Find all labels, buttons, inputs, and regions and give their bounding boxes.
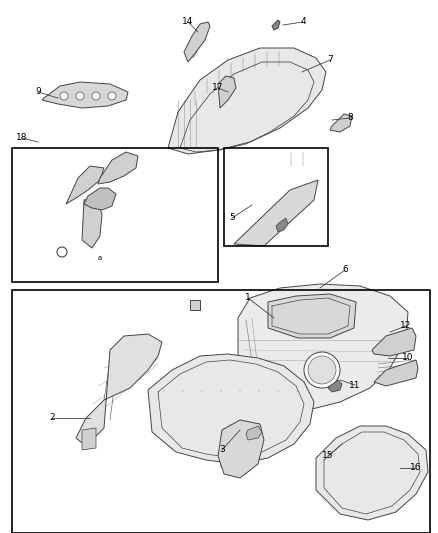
Text: 14: 14: [182, 18, 194, 27]
Circle shape: [108, 92, 116, 100]
Polygon shape: [246, 426, 262, 440]
Polygon shape: [330, 114, 352, 132]
Polygon shape: [82, 428, 96, 450]
Polygon shape: [238, 284, 408, 412]
Text: 6: 6: [342, 265, 348, 274]
Text: 4: 4: [300, 18, 306, 27]
Polygon shape: [234, 180, 318, 246]
Polygon shape: [168, 48, 326, 154]
Circle shape: [92, 92, 100, 100]
Polygon shape: [268, 294, 356, 338]
Circle shape: [60, 92, 68, 100]
Circle shape: [304, 352, 340, 388]
Text: 7: 7: [327, 55, 333, 64]
Polygon shape: [276, 218, 288, 232]
Text: 3: 3: [219, 446, 225, 455]
Polygon shape: [374, 360, 418, 386]
Polygon shape: [84, 188, 116, 210]
Polygon shape: [42, 82, 128, 108]
Text: 16: 16: [410, 464, 422, 472]
Bar: [12, 290, 430, 533]
Polygon shape: [98, 152, 138, 184]
Text: 9: 9: [35, 87, 41, 96]
Circle shape: [57, 247, 67, 257]
Polygon shape: [328, 380, 342, 392]
Text: 10: 10: [402, 353, 414, 362]
Polygon shape: [82, 198, 102, 248]
Polygon shape: [66, 166, 104, 204]
Text: 1: 1: [245, 294, 251, 303]
Bar: [224, 148, 328, 246]
Circle shape: [76, 92, 84, 100]
Text: 11: 11: [349, 381, 361, 390]
Bar: [12, 148, 218, 282]
Text: 8: 8: [347, 114, 353, 123]
Circle shape: [308, 356, 336, 384]
Text: 18: 18: [16, 133, 28, 142]
Text: 12: 12: [400, 321, 412, 330]
Text: 5: 5: [229, 214, 235, 222]
Polygon shape: [316, 426, 428, 520]
Polygon shape: [76, 334, 162, 446]
Text: 17: 17: [212, 84, 224, 93]
Polygon shape: [218, 76, 236, 108]
Text: 2: 2: [49, 414, 55, 423]
Text: 15: 15: [322, 451, 334, 461]
Polygon shape: [372, 328, 416, 356]
Polygon shape: [184, 22, 210, 62]
Polygon shape: [148, 354, 314, 464]
Polygon shape: [272, 20, 280, 30]
Bar: [190, 300, 200, 310]
Text: a: a: [98, 255, 102, 261]
Polygon shape: [218, 420, 264, 478]
